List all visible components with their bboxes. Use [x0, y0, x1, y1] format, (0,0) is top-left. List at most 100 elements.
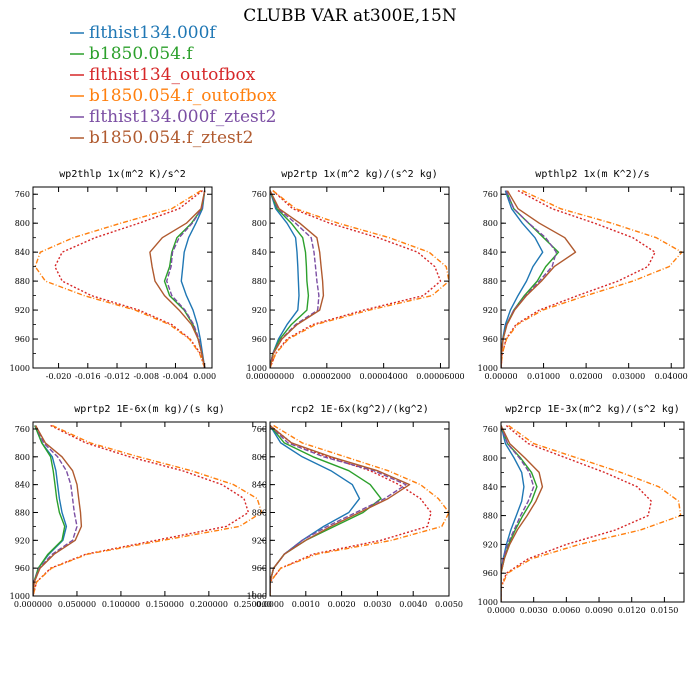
x-tick-label: 0.00002000 [303, 372, 351, 381]
x-tick-label: 0.100000 [102, 600, 140, 609]
panel-4: wprtp2 1E-6x(m kg)/(s kg) 760 800 840 880 920… [10, 404, 272, 609]
y-tick-label: 760 [252, 425, 267, 434]
panel-title: rcp2 1E-6x(kg^2)/(kg^2) [290, 404, 428, 415]
panel-title: wp2rtp 1x(m^2 kg)/(s^2 kg) [281, 169, 438, 180]
y-tick-label: 840 [483, 483, 498, 492]
figure-title: CLUBB VAR at300E,15N [243, 6, 457, 26]
y-tick-label: 760 [15, 190, 30, 199]
x-tick-label: 0.0010 [292, 600, 320, 609]
x-tick-label: 0.0000 [487, 606, 515, 615]
y-tick-label: 880 [15, 277, 30, 286]
y-tick-label: 880 [483, 277, 498, 286]
x-tick-label: 0.000000 [14, 600, 52, 609]
legend-label-5: b1850.054.f_ztest2 [89, 128, 253, 148]
x-tick-label: 0.03000 [612, 372, 645, 381]
series-line-1 [270, 190, 300, 368]
y-tick-label: 960 [483, 335, 498, 344]
plot-frame [269, 186, 450, 369]
x-tick-label: 0.0040 [399, 600, 427, 609]
series-line-4 [501, 189, 683, 368]
y-tick-label: 840 [15, 481, 30, 490]
y-tick-label: 800 [483, 454, 498, 463]
plot-frame [32, 186, 213, 369]
panel-title: wpthlp2 1x(m K^2)/s [535, 169, 649, 180]
y-tick-label: 880 [15, 508, 30, 517]
panel-1: wp2thlp 1x(m^2 K)/s^2 760 800 840 880 920 960 1… [10, 169, 217, 381]
series-line-2 [270, 190, 310, 368]
y-tick-label: 960 [15, 564, 30, 573]
x-tick-label: 0.0060 [552, 606, 580, 615]
series-line-5 [501, 425, 535, 602]
panels: wp2thlp 1x(m^2 K)/s^2 760 800 840 880 920 960 1… [10, 169, 688, 615]
plot-frame [32, 421, 267, 597]
x-tick-label: -0.004 [163, 372, 189, 381]
y-tick-label: 800 [252, 453, 267, 462]
y-tick-label: 960 [252, 564, 267, 573]
x-tick-label: 0.0090 [585, 606, 613, 615]
x-tick-label: -0.008 [133, 372, 159, 381]
x-tick-label: 0.000 [193, 372, 216, 381]
series-line-1 [501, 425, 525, 602]
y-tick-label: 760 [483, 425, 498, 434]
y-tick-label: 920 [252, 306, 267, 315]
y-tick-label: 760 [483, 190, 498, 199]
panel-3: wpthlp2 1x(m K^2)/s 760 800 840 880 920 960 100… [478, 169, 688, 381]
y-tick-label: 1000 [247, 364, 267, 373]
y-tick-label: 920 [15, 306, 30, 315]
series-line-6 [270, 190, 325, 368]
y-tick-label: 840 [252, 481, 267, 490]
series-line-3 [501, 425, 652, 602]
panel-title: wprtp2 1E-6x(m kg)/(s kg) [74, 404, 225, 415]
x-tick-label: 0.0050 [435, 600, 463, 609]
y-tick-label: 1000 [478, 364, 498, 373]
y-tick-label: 800 [252, 219, 267, 228]
x-tick-label: -0.012 [104, 372, 130, 381]
y-tick-label: 920 [252, 536, 267, 545]
x-tick-label: 0.00000000 [246, 372, 294, 381]
series-group [34, 190, 206, 368]
y-tick-label: 1000 [10, 592, 30, 601]
x-tick-label: 0.250000 [234, 600, 272, 609]
series-line-6 [501, 425, 544, 602]
panel-6: wp2rcp 1E-3x(m^2 kg)/(s^2 kg) 760 800 840 88… [478, 404, 685, 615]
y-tick-label: 800 [483, 219, 498, 228]
x-tick-label: 0.04000 [655, 372, 688, 381]
x-tick-label: 0.0120 [618, 606, 646, 615]
y-tick-label: 920 [15, 536, 30, 545]
y-tick-label: 960 [15, 335, 30, 344]
x-tick-label: -0.016 [75, 372, 101, 381]
series-line-1 [180, 190, 206, 368]
x-tick-label: 0.0030 [520, 606, 548, 615]
x-tick-label: 0.01000 [527, 372, 560, 381]
y-tick-label: 880 [252, 508, 267, 517]
panel-title: wp2rcp 1E-3x(m^2 kg)/(s^2 kg) [505, 404, 680, 415]
plot-frame [500, 186, 685, 369]
legend: flthist134.000fb1850.054.fflthist134_out… [70, 23, 277, 148]
x-tick-label: 0.0030 [363, 600, 391, 609]
y-tick-label: 800 [15, 219, 30, 228]
series-line-5 [165, 190, 206, 368]
x-tick-label: 0.0020 [328, 600, 356, 609]
y-tick-label: 760 [15, 425, 30, 434]
series-line-3 [270, 190, 442, 368]
y-tick-label: 880 [252, 277, 267, 286]
series-line-2 [33, 425, 66, 596]
x-tick-label: 0.200000 [190, 600, 228, 609]
y-tick-label: 1000 [247, 592, 267, 601]
x-tick-label: 0.00004000 [359, 372, 407, 381]
y-tick-label: 920 [483, 540, 498, 549]
legend-label-3: b1850.054.f_outofbox [89, 86, 277, 106]
panel-title: wp2thlp 1x(m^2 K)/s^2 [59, 169, 185, 180]
y-tick-label: 840 [252, 248, 267, 257]
plot-frame [500, 421, 685, 603]
x-tick-label: 0.150000 [146, 600, 184, 609]
legend-label-1: b1850.054.f [89, 44, 194, 64]
y-tick-label: 1000 [10, 364, 30, 373]
legend-label-0: flthist134.000f [89, 23, 217, 43]
x-tick-label: -0.020 [46, 372, 72, 381]
legend-label-4: flthist134.000f_ztest2 [89, 107, 276, 127]
series-line-6 [149, 190, 206, 368]
x-tick-label: 0.0150 [650, 606, 678, 615]
y-tick-label: 920 [483, 306, 498, 315]
